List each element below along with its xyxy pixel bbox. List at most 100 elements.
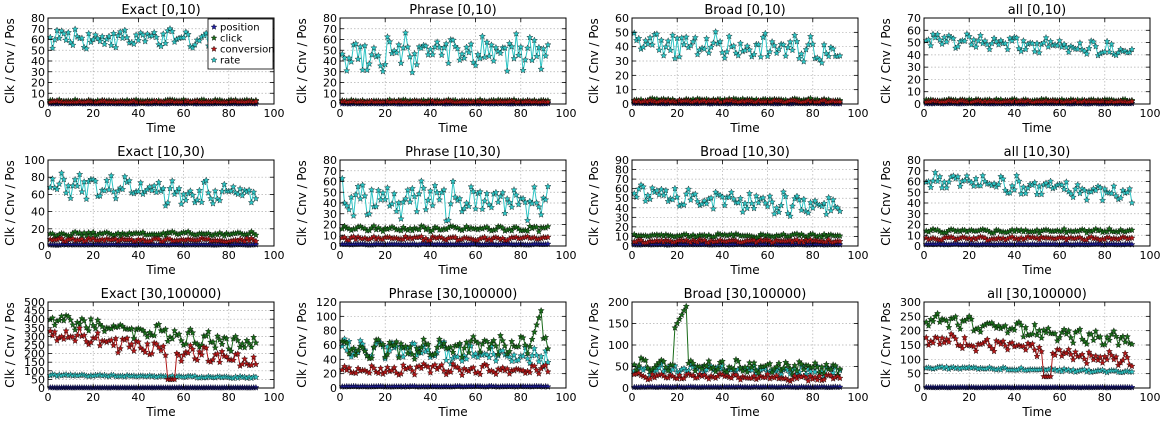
- data-point: [761, 373, 769, 381]
- data-point: [227, 347, 235, 355]
- data-point: [103, 176, 111, 184]
- data-point: [669, 361, 677, 368]
- data-point: [429, 226, 437, 234]
- data-point: [193, 340, 201, 347]
- data-point: [80, 178, 88, 185]
- x-tick-label: 20: [378, 107, 392, 120]
- data-point: [764, 202, 772, 210]
- data-point: [87, 338, 95, 346]
- data-point: [800, 57, 808, 65]
- data-point: [831, 362, 839, 369]
- data-point: [644, 364, 652, 371]
- data-point: [71, 326, 79, 333]
- data-point: [499, 337, 507, 344]
- data-point: [700, 45, 708, 53]
- y-tick-label: 500: [24, 296, 45, 309]
- data-point: [483, 361, 491, 369]
- data-point: [544, 98, 552, 105]
- data-point: [98, 32, 106, 40]
- data-point: [71, 175, 79, 183]
- x-tick-label: 60: [177, 107, 191, 120]
- plot-frame: [923, 17, 1151, 105]
- data-point: [476, 370, 484, 378]
- data-point: [354, 182, 362, 190]
- data-point: [660, 191, 668, 199]
- data-point: [542, 333, 550, 341]
- data-point: [216, 336, 224, 343]
- data-point: [791, 31, 799, 39]
- data-point: [112, 43, 120, 51]
- x-tick-label: 60: [1053, 249, 1067, 262]
- data-point: [1013, 34, 1021, 41]
- data-point: [440, 186, 448, 193]
- x-tick-label: 100: [264, 249, 285, 262]
- data-point: [539, 44, 547, 52]
- data-point: [408, 350, 416, 358]
- data-point: [816, 56, 824, 63]
- data-point: [990, 179, 998, 187]
- x-tick-label: 20: [670, 391, 684, 404]
- data-point: [444, 59, 452, 67]
- data-point: [526, 33, 534, 41]
- data-point: [472, 61, 480, 69]
- data-point: [775, 208, 783, 216]
- data-point: [503, 67, 511, 75]
- data-point: [499, 363, 507, 371]
- data-point: [530, 328, 538, 336]
- data-point: [152, 188, 160, 196]
- data-point: [802, 373, 810, 381]
- data-point: [741, 363, 749, 371]
- data-point: [98, 323, 106, 330]
- x-tick-label: 100: [1140, 249, 1161, 262]
- y-tick-label: 20: [323, 77, 337, 90]
- data-point: [347, 193, 355, 201]
- data-point: [963, 172, 971, 179]
- data-point: [105, 32, 113, 40]
- chart-panel: 0 20 40 60 80 100 0 10 20 30 40 50 60 70 80 Phrase [0,1…: [292, 0, 584, 142]
- data-point: [983, 40, 991, 48]
- data-point: [121, 26, 129, 34]
- data-point: [639, 183, 647, 190]
- data-point: [727, 374, 735, 381]
- data-point: [974, 37, 982, 44]
- x-tick-label: 100: [1140, 107, 1161, 120]
- data-point: [927, 41, 935, 49]
- data-point: [411, 355, 419, 363]
- series-conversion: [338, 97, 552, 106]
- y-tick-label: 40: [615, 41, 629, 54]
- data-point: [954, 172, 962, 180]
- data-point: [496, 192, 504, 200]
- data-point: [474, 353, 482, 361]
- data-point: [377, 62, 385, 69]
- data-point: [189, 44, 197, 51]
- data-point: [424, 340, 432, 348]
- data-point: [209, 356, 217, 363]
- data-point: [361, 42, 369, 49]
- data-point: [69, 182, 77, 189]
- data-point: [164, 337, 172, 345]
- series-rate: [922, 30, 1136, 59]
- data-point: [345, 350, 353, 357]
- data-point: [168, 335, 176, 342]
- data-point: [642, 36, 650, 44]
- data-point: [501, 44, 509, 51]
- data-point: [216, 196, 224, 204]
- x-tick-label: 60: [1053, 107, 1067, 120]
- data-point: [1114, 48, 1122, 56]
- series-conversion: [338, 360, 552, 379]
- data-point: [1065, 48, 1073, 56]
- series-position: [922, 383, 1136, 391]
- data-point: [58, 169, 66, 176]
- data-point: [429, 202, 437, 209]
- data-point: [655, 46, 663, 53]
- data-point: [487, 41, 495, 48]
- data-point: [506, 39, 513, 47]
- chart-title: Broad [0,10): [704, 3, 785, 18]
- data-point: [739, 367, 747, 374]
- data-point: [1128, 234, 1136, 241]
- data-point: [490, 57, 498, 64]
- series-click: [630, 302, 844, 379]
